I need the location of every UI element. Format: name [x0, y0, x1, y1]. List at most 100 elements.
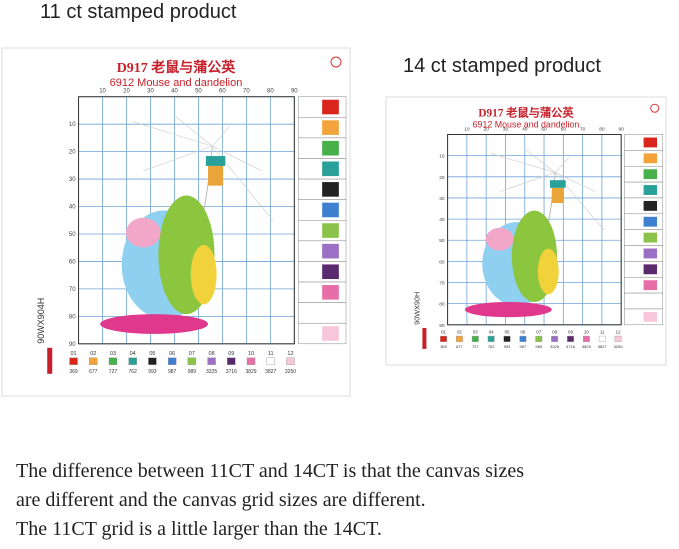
legend-symbol: 01	[441, 330, 446, 335]
legend-mark	[47, 347, 53, 374]
legend-swatch	[128, 357, 137, 365]
legend-symbol: 12	[287, 351, 293, 357]
ruler-top: 80	[599, 127, 605, 133]
mouse-leaf	[190, 244, 217, 305]
side-swatch	[322, 223, 339, 238]
legend-symbol: 09	[228, 351, 234, 357]
thread-code: 727	[472, 344, 479, 349]
seed	[143, 145, 213, 172]
side-swatch	[643, 296, 658, 306]
legend-symbol: 07	[189, 351, 195, 357]
logo	[330, 56, 342, 68]
ruler-left: 90	[69, 342, 76, 348]
legend-swatch	[471, 335, 479, 342]
legend-symbol: 03	[473, 330, 478, 335]
ruler-top: 20	[123, 89, 130, 95]
seed-head	[205, 156, 226, 166]
seed	[132, 121, 213, 147]
paw	[208, 165, 224, 186]
thread-code: 989	[188, 369, 197, 375]
ruler-left: 20	[439, 175, 445, 181]
ruler-left: 10	[69, 122, 76, 128]
caption-line: The difference between 11CT and 14CT is …	[16, 460, 524, 482]
legend-swatch	[567, 335, 574, 342]
legend-swatch	[227, 357, 236, 365]
thread-code: 987	[520, 344, 527, 349]
ruler-left: 60	[439, 259, 445, 265]
ruler-top: 90	[291, 89, 298, 95]
mouse-leaf	[537, 248, 559, 295]
ruler-left: 60	[69, 259, 76, 265]
legend-swatch	[598, 335, 606, 342]
seed	[175, 116, 213, 147]
thread-code: 3250	[285, 369, 296, 375]
ruler-left: 80	[439, 302, 445, 308]
ruler-left: 40	[69, 205, 76, 211]
seed	[499, 172, 556, 192]
legend-symbol: 04	[489, 330, 494, 335]
seed	[555, 157, 570, 173]
pattern-subtitle: 6912 Mouse and dandelion	[473, 120, 580, 130]
ruler-left: 40	[439, 217, 445, 223]
thread-code: 993	[148, 369, 157, 375]
side-swatch	[643, 200, 658, 211]
legend-symbol: 08	[209, 351, 215, 357]
seed	[490, 153, 556, 173]
thread-code: 3325	[206, 369, 217, 375]
side-swatch	[643, 137, 658, 148]
seed	[525, 149, 556, 173]
thread-code: 993	[504, 344, 511, 349]
legend-swatch	[167, 357, 177, 365]
ruler-top: 10	[464, 127, 470, 133]
thread-code: 3827	[265, 369, 276, 375]
product-image: 11 ct stamped product D917 老鼠与蒲公英 6912 Mou…	[1, 1, 667, 397]
side-swatch	[322, 305, 339, 321]
side-swatch	[322, 120, 339, 135]
side-swatch	[322, 182, 339, 197]
legend-swatch	[246, 357, 256, 365]
legend-symbol: 06	[520, 330, 525, 335]
legend-symbol: 10	[248, 351, 254, 357]
ruler-left: 30	[69, 177, 76, 183]
ruler-left: 70	[69, 287, 76, 293]
pattern-code: D917 老鼠与蒲公英	[117, 59, 237, 76]
side-swatch	[643, 248, 658, 259]
thread-code: 677	[456, 344, 463, 349]
legend-swatch	[148, 357, 157, 365]
side-swatch	[322, 99, 339, 115]
ruler-top: 90	[619, 127, 625, 133]
side-swatch	[643, 311, 658, 322]
paw	[551, 187, 564, 204]
ruler-top: 30	[147, 89, 154, 95]
thread-code: 3250	[614, 344, 624, 349]
thread-code: 762	[129, 369, 138, 375]
ground	[464, 301, 552, 318]
legend-swatch	[519, 335, 527, 342]
side-swatch	[322, 326, 339, 341]
ruler-top: 10	[99, 89, 106, 95]
thread-code: 989	[535, 344, 542, 349]
legend-symbol: 12	[616, 330, 621, 335]
legend-symbol: 05	[149, 351, 155, 357]
legend-symbol: 06	[169, 351, 175, 357]
grid-frame	[78, 96, 295, 345]
legend-swatch	[108, 357, 118, 365]
side-swatch	[322, 140, 339, 156]
caption-line: are different and the canvas grid sizes …	[16, 489, 426, 511]
legend-symbol: 02	[457, 330, 462, 335]
size-label: 90WX90H	[413, 292, 422, 325]
size-label: 90WX904H	[36, 298, 46, 344]
legend-symbol: 11	[268, 351, 274, 357]
thread-code: 3829	[582, 344, 592, 349]
legend-swatch	[582, 335, 590, 342]
legend-swatch	[614, 335, 622, 342]
mouse-ear	[126, 217, 161, 248]
thread-code: 3827	[598, 344, 608, 349]
ruler-top: 40	[522, 127, 528, 133]
legend-symbol: 08	[552, 330, 557, 335]
seed	[555, 172, 596, 192]
panel-label: 11 ct stamped product	[40, 1, 237, 23]
side-swatch	[322, 285, 339, 300]
legend-symbol: 02	[90, 351, 96, 357]
